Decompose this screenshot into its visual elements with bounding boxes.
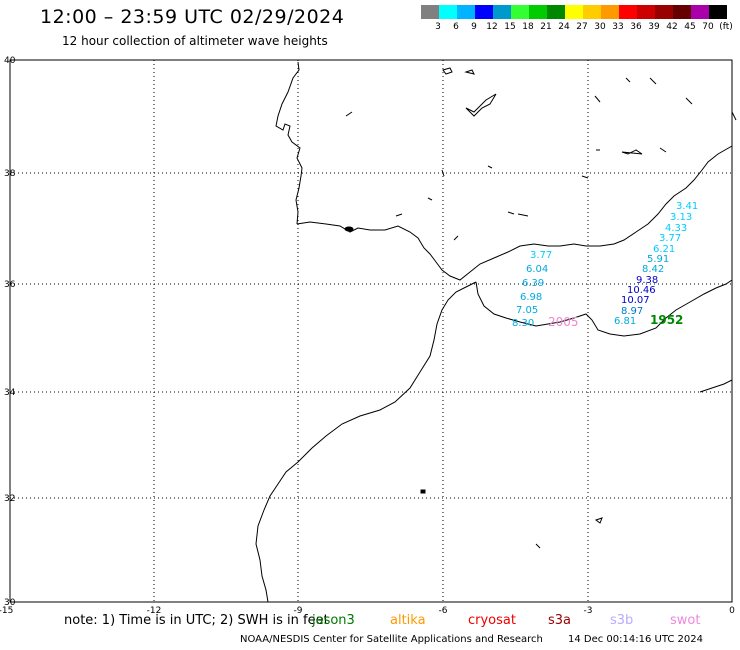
legend-label: 70 bbox=[702, 22, 714, 32]
x-tick-label: -6 bbox=[439, 606, 448, 616]
legend-swatch bbox=[637, 5, 655, 19]
legend-swatch bbox=[529, 5, 547, 19]
legend-label: 42 bbox=[666, 22, 678, 32]
pass-time-label: 2005 bbox=[548, 315, 579, 329]
map-title: 12:00 – 23:59 UTC 02/29/2024 bbox=[40, 6, 345, 28]
legend-label: 3 bbox=[435, 22, 441, 32]
x-tick-label: -12 bbox=[147, 606, 162, 616]
legend-swatch bbox=[421, 5, 439, 19]
map-subtitle: 12 hour collection of altimeter wave hei… bbox=[62, 34, 328, 48]
satellite-label-s3a: s3a bbox=[548, 613, 572, 628]
wave-height-label: 9.38 bbox=[636, 275, 658, 286]
wave-height-label: 8.30 bbox=[512, 318, 534, 329]
y-tick-label: 34 bbox=[4, 388, 16, 398]
legend-label: 24 bbox=[558, 22, 570, 32]
y-tick-label: 30 bbox=[4, 598, 16, 608]
pass-time-label: 1952 bbox=[650, 313, 683, 327]
x-tick-label: 0 bbox=[729, 606, 735, 616]
legend-swatch bbox=[475, 5, 493, 19]
legend-label: 6 bbox=[453, 22, 459, 32]
y-tick-label: 36 bbox=[4, 280, 16, 290]
y-tick-label: 32 bbox=[4, 494, 15, 504]
legend-label: 9 bbox=[471, 22, 477, 32]
wave-height-label: 10.07 bbox=[621, 295, 650, 306]
wave-height-label: 8.97 bbox=[621, 306, 643, 317]
legend-label: 18 bbox=[522, 22, 534, 32]
y-tick-label: 38 bbox=[4, 169, 16, 179]
legend-label: 27 bbox=[576, 22, 588, 32]
legend-label: (ft) bbox=[719, 22, 733, 32]
wave-height-label: 3.41 bbox=[676, 201, 698, 212]
legend-swatch bbox=[565, 5, 583, 19]
legend-swatch bbox=[511, 5, 529, 19]
islands bbox=[344, 67, 737, 549]
legend-label: 39 bbox=[648, 22, 660, 32]
legend-swatch bbox=[439, 5, 457, 19]
satellite-label-s3b: s3b bbox=[610, 613, 634, 628]
wave-height-label: 4.33 bbox=[665, 223, 687, 234]
legend-label: 33 bbox=[612, 22, 624, 32]
x-tick-label: -3 bbox=[584, 606, 593, 616]
map-frame bbox=[9, 59, 733, 603]
graticule bbox=[10, 60, 732, 602]
legend-label: 12 bbox=[486, 22, 498, 32]
legend-swatch bbox=[709, 5, 727, 19]
legend-swatch bbox=[673, 5, 691, 19]
legend-swatch bbox=[493, 5, 511, 19]
legend-swatch bbox=[583, 5, 601, 19]
legend-swatch bbox=[619, 5, 637, 19]
footer-note: note: 1) Time is in UTC; 2) SWH is in fe… bbox=[64, 613, 329, 628]
generated-timestamp: 14 Dec 00:14:16 UTC 2024 bbox=[568, 634, 703, 645]
satellite-label-jason3: jason3 bbox=[312, 613, 355, 628]
legend-swatch bbox=[601, 5, 619, 19]
legend-swatch bbox=[691, 5, 709, 19]
wave-height-label: 6.21 bbox=[653, 244, 675, 255]
x-tick-label: -9 bbox=[294, 606, 303, 616]
wave-height-label: 10.46 bbox=[627, 285, 656, 296]
wave-height-label: 6.81 bbox=[614, 316, 636, 327]
wave-height-label: 3.13 bbox=[670, 212, 692, 223]
wave-height-label: 6.98 bbox=[520, 292, 542, 303]
legend-label: 36 bbox=[630, 22, 642, 32]
wave-height-label: 8.42 bbox=[642, 264, 664, 275]
legend-label: 15 bbox=[504, 22, 516, 32]
legend-swatch bbox=[547, 5, 565, 19]
coastline bbox=[255, 61, 733, 603]
credit-line: NOAA/NESDIS Center for Satellite Applica… bbox=[240, 634, 543, 645]
wave-height-label: 6.39 bbox=[522, 278, 544, 289]
legend-label: 21 bbox=[540, 22, 552, 32]
x-tick-label: -15 bbox=[0, 606, 13, 616]
legend-swatch bbox=[655, 5, 673, 19]
wave-height-label: 6.04 bbox=[526, 264, 548, 275]
legend-swatch bbox=[457, 5, 475, 19]
legend-label: 45 bbox=[684, 22, 696, 32]
wave-height-label: 7.05 bbox=[516, 305, 538, 316]
satellite-label-cryosat: cryosat bbox=[468, 613, 516, 628]
legend-label: 30 bbox=[594, 22, 606, 32]
satellite-label-swot: swot bbox=[670, 613, 701, 628]
wave-height-label: 3.77 bbox=[530, 250, 552, 261]
wave-height-label: 3.77 bbox=[659, 233, 681, 244]
wave-height-label: 5.91 bbox=[647, 254, 669, 265]
y-tick-label: 40 bbox=[4, 56, 16, 66]
satellite-label-altika: altika bbox=[390, 613, 426, 628]
